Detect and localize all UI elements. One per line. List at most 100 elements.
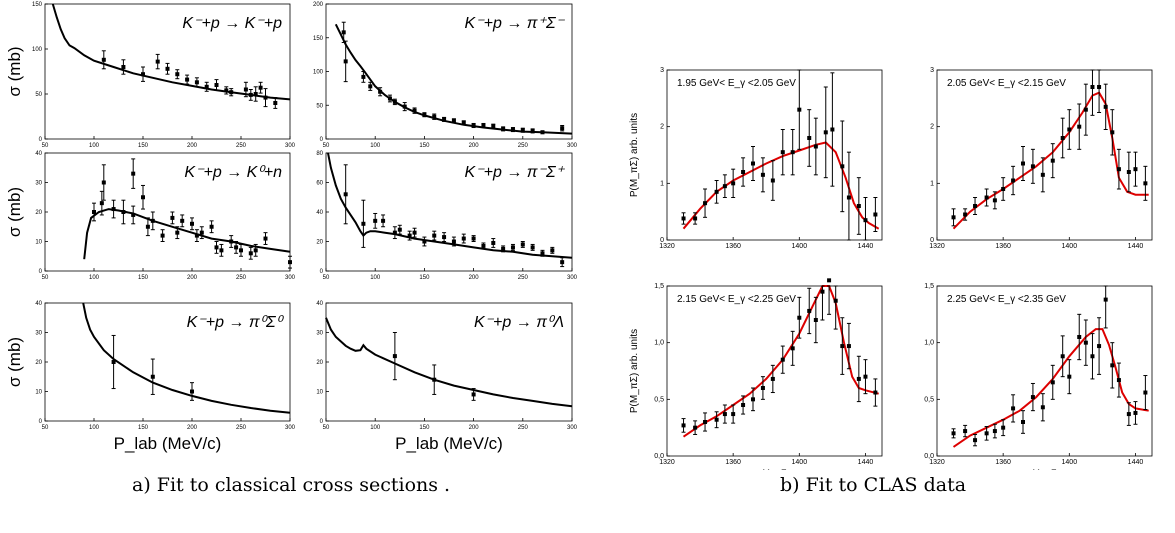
data-point (180, 214, 185, 228)
marker (1011, 406, 1016, 411)
data-point (693, 212, 698, 225)
y-tick-label: 0 (660, 237, 664, 244)
data-point (1110, 342, 1115, 389)
marker (101, 57, 106, 62)
marker (248, 92, 253, 97)
marker (422, 239, 427, 244)
data-point (510, 243, 515, 251)
marker (288, 260, 292, 265)
data-point (846, 322, 851, 370)
x-tick-label: 1360 (725, 459, 741, 466)
marker (751, 161, 755, 166)
y-axis-label: σ (mb) (5, 187, 24, 237)
x-tick-label: 1400 (792, 243, 808, 250)
marker (751, 397, 755, 402)
data-point (234, 241, 239, 254)
marker (175, 230, 180, 235)
x-tick-label: 1320 (659, 243, 675, 250)
marker (840, 164, 845, 169)
marker (973, 204, 978, 208)
marker (760, 172, 765, 177)
marker (432, 233, 437, 238)
fit-curve (325, 317, 573, 408)
data-point (1097, 317, 1102, 375)
data-point (248, 89, 253, 101)
y-tick-label: 80 (316, 151, 323, 157)
data-point (840, 317, 845, 375)
data-point (560, 125, 565, 132)
marker (412, 108, 417, 113)
marker (243, 87, 248, 92)
y-tick-label: 20 (316, 240, 323, 246)
data-point (141, 184, 145, 210)
data-point (121, 199, 126, 225)
marker (992, 198, 997, 203)
x-tick-label: 1440 (1128, 459, 1144, 466)
data-point (273, 97, 278, 109)
x-tick-label: 250 (236, 275, 247, 281)
y-tick-label: 40 (316, 301, 323, 307)
marker (797, 107, 802, 112)
marker (481, 123, 486, 128)
x-tick-label: 150 (138, 275, 149, 281)
y-tick-label: 10 (35, 240, 42, 246)
y-tick-label: 30 (316, 331, 323, 337)
x-axis-label: P_lab (MeV/c) (395, 434, 503, 453)
marker (1097, 85, 1102, 89)
data-point (530, 243, 535, 251)
marker (1116, 378, 1121, 383)
marker (1021, 161, 1025, 166)
x-tick-label: 150 (419, 143, 430, 149)
data-point (501, 245, 506, 253)
data-point (1067, 359, 1072, 395)
data-point (751, 387, 755, 412)
data-point (963, 208, 968, 221)
data-point (1110, 109, 1115, 156)
marker (1050, 380, 1055, 385)
marker (99, 201, 104, 206)
marker (373, 218, 378, 223)
marker (343, 192, 348, 197)
marker (731, 412, 736, 417)
marker (1143, 390, 1148, 395)
marker (820, 289, 825, 294)
y-axis-label: P(M_πΣ) arb. units (629, 113, 640, 197)
marker (432, 114, 437, 119)
data-point (481, 122, 486, 129)
marker (461, 120, 466, 125)
data-point (807, 109, 812, 167)
marker (442, 117, 447, 122)
marker (219, 248, 224, 253)
x-tick-label: 200 (469, 143, 480, 149)
y-tick-label: 100 (32, 47, 43, 53)
marker (150, 374, 155, 379)
marker (693, 216, 698, 221)
plot-frame (936, 69, 1153, 241)
x-tick-label: 200 (469, 275, 480, 281)
marker (741, 170, 746, 174)
marker (760, 386, 765, 390)
data-point (343, 40, 348, 83)
plot-frame (666, 285, 883, 457)
marker (209, 224, 214, 229)
chart-title: 2.25 GeV< E_γ <2.35 GeV (947, 294, 1066, 305)
data-point (491, 238, 496, 248)
data-point (432, 230, 437, 241)
marker (681, 423, 686, 428)
data-point (1077, 313, 1082, 361)
data-point (951, 208, 956, 227)
marker (830, 127, 835, 132)
y-tick-label: 0,5 (654, 396, 664, 403)
chart-title: 1.95 GeV< E_γ <2.05 GeV (677, 78, 796, 89)
y-tick-label: 150 (313, 36, 324, 42)
data-point (253, 86, 258, 102)
marker (180, 218, 185, 223)
data-point (175, 69, 180, 80)
marker (1126, 170, 1131, 174)
data-point (199, 226, 204, 240)
x-tick-label: 1440 (1128, 243, 1144, 250)
data-point (992, 191, 997, 210)
data-point (1021, 146, 1025, 181)
